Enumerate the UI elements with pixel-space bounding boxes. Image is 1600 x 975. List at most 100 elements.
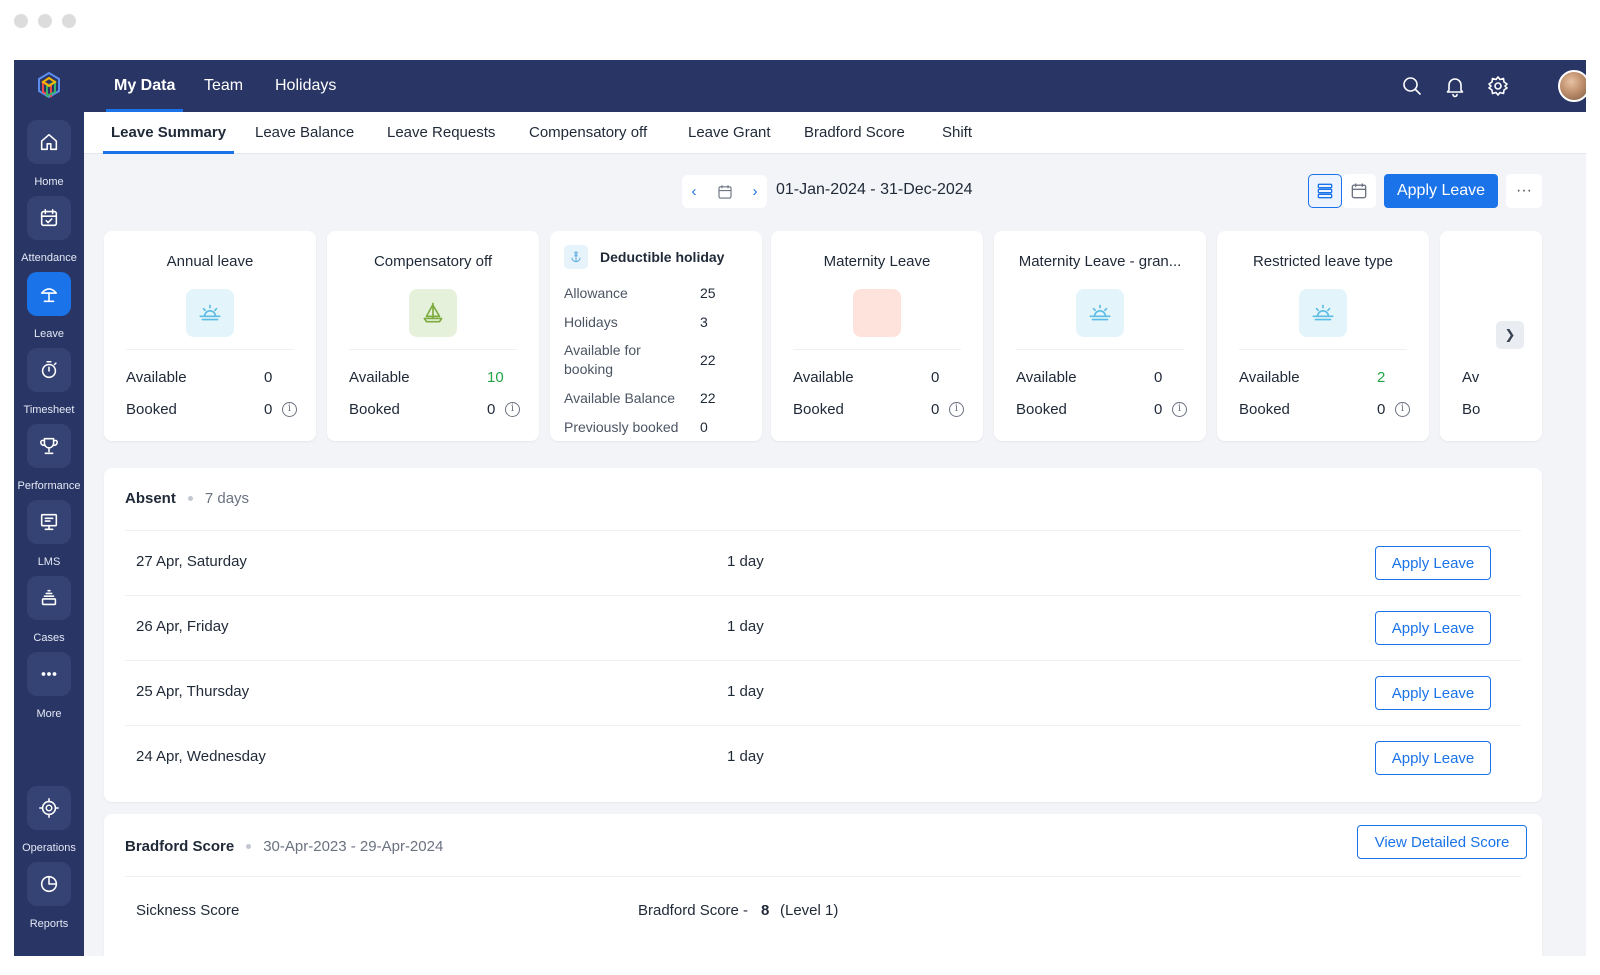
bradford-score-level: (Level 1) xyxy=(780,902,839,919)
sun-horizon-icon xyxy=(199,304,221,321)
bell-icon xyxy=(1446,78,1464,98)
view-detailed-score-button[interactable]: View Detailed Score xyxy=(1357,825,1527,859)
sickness-score-label: Sickness Score xyxy=(136,902,240,919)
leave-card-annual[interactable]: Annual leave Available 0 Booked 0 i xyxy=(104,231,316,441)
anchor-icon xyxy=(571,251,581,263)
available-for-booking-value: 22 xyxy=(700,352,716,368)
absent-date: 27 Apr, Saturday xyxy=(136,553,247,570)
card-icon-tile xyxy=(409,289,457,337)
window-minimize-button[interactable] xyxy=(38,14,52,28)
info-icon[interactable]: i xyxy=(282,402,297,417)
available-label: Available xyxy=(1016,369,1077,386)
row-apply-leave-button[interactable]: Apply Leave xyxy=(1375,676,1491,710)
calendar-icon[interactable] xyxy=(716,183,734,201)
booked-label: Booked xyxy=(126,401,177,418)
list-view-icon xyxy=(1317,183,1333,199)
sidebar-item-label: More xyxy=(36,708,62,720)
user-avatar[interactable] xyxy=(1558,70,1586,102)
tab-holidays[interactable]: Holidays xyxy=(275,77,337,94)
bradford-score-value: 8 xyxy=(761,902,770,919)
sidebar-item-operations[interactable]: Operations xyxy=(14,786,84,864)
available-value: 10 xyxy=(487,369,504,386)
info-icon[interactable]: i xyxy=(1395,402,1410,417)
row-apply-leave-button[interactable]: Apply Leave xyxy=(1375,611,1491,645)
info-icon[interactable]: i xyxy=(505,402,520,417)
leave-card-maternity[interactable]: Maternity Leave Available 0 Booked 0 i xyxy=(771,231,983,441)
sidebar-item-label: Attendance xyxy=(21,252,77,264)
sidebar-item-label: Reports xyxy=(29,918,69,930)
calendar-view-button[interactable] xyxy=(1342,174,1376,208)
notifications-button[interactable] xyxy=(1443,74,1467,98)
sidebar-item-home[interactable]: Home xyxy=(14,120,84,198)
sidebar-item-reports[interactable]: Reports xyxy=(14,862,84,940)
tab-bradford-score[interactable]: Bradford Score xyxy=(804,124,905,141)
tab-leave-requests[interactable]: Leave Requests xyxy=(387,124,496,141)
list-view-button[interactable] xyxy=(1308,174,1342,208)
info-icon[interactable]: i xyxy=(1172,402,1187,417)
leave-card-partial[interactable]: Av Bo xyxy=(1440,231,1542,441)
booked-value: 0 xyxy=(264,401,273,418)
holidays-value: 3 xyxy=(700,314,708,330)
booked-label: Booked xyxy=(793,401,844,418)
available-label: Available xyxy=(793,369,854,386)
leave-card-maternity-grant[interactable]: Maternity Leave - gran... Available 0 Bo… xyxy=(994,231,1206,441)
settings-button[interactable] xyxy=(1486,74,1510,98)
more-options-button[interactable]: ··· xyxy=(1506,174,1542,208)
sub-navigation: Leave Summary Leave Balance Leave Reques… xyxy=(84,112,1586,154)
table-row: 27 Apr, Saturday 1 day Apply Leave xyxy=(125,530,1521,594)
tab-shift[interactable]: Shift xyxy=(942,124,973,141)
sidebar-item-cases[interactable]: Cases xyxy=(14,576,84,654)
window-maximize-button[interactable] xyxy=(62,14,76,28)
card-icon-tile xyxy=(564,245,588,269)
search-button[interactable] xyxy=(1400,74,1424,98)
sidebar-item-more[interactable]: More xyxy=(14,652,84,730)
tab-compensatory-off[interactable]: Compensatory off xyxy=(529,124,648,141)
cases-stack-icon xyxy=(41,589,57,606)
available-value: 0 xyxy=(931,369,940,386)
tab-leave-balance[interactable]: Leave Balance xyxy=(255,124,355,141)
allowance-label: Allowance xyxy=(564,285,628,301)
absent-duration: 1 day xyxy=(727,748,764,765)
leave-card-restricted[interactable]: Restricted leave type Available 2 Booked… xyxy=(1217,231,1429,441)
apply-leave-button[interactable]: Apply Leave xyxy=(1384,174,1498,208)
app-logo-icon[interactable] xyxy=(31,70,67,106)
absent-date: 24 Apr, Wednesday xyxy=(136,748,266,765)
tab-my-data[interactable]: My Data xyxy=(105,60,184,112)
tab-team[interactable]: Team xyxy=(204,77,244,94)
previously-booked-label: Previously booked xyxy=(564,419,679,435)
available-value: 0 xyxy=(264,369,273,386)
chevron-right-icon: ❯ xyxy=(1504,327,1516,342)
card-title: Maternity Leave xyxy=(823,253,931,270)
available-value: 0 xyxy=(1154,369,1163,386)
previous-period-button[interactable]: ‹ xyxy=(691,183,697,200)
tab-leave-summary[interactable]: Leave Summary xyxy=(102,112,235,154)
sidebar-item-timesheet[interactable]: Timesheet xyxy=(14,348,84,426)
row-apply-leave-button[interactable]: Apply Leave xyxy=(1375,741,1491,775)
leave-card-deductible-holiday[interactable]: Deductible holiday Allowance 25 Holidays… xyxy=(550,231,762,441)
next-period-button[interactable]: › xyxy=(752,183,758,200)
bradford-period: 30-Apr-2023 - 29-Apr-2024 xyxy=(263,838,444,855)
booked-label: Booked xyxy=(349,401,400,418)
app-window: Home Attendance Leave Timesheet Performa… xyxy=(14,60,1586,956)
available-label: Available xyxy=(349,369,410,386)
available-for-booking-label-line2: booking xyxy=(564,361,614,377)
tab-leave-grant[interactable]: Leave Grant xyxy=(688,124,771,141)
cards-next-button[interactable]: ❯ xyxy=(1496,321,1524,349)
allowance-value: 25 xyxy=(700,285,716,301)
holidays-label: Holidays xyxy=(564,314,618,330)
card-title: Deductible holiday xyxy=(600,249,725,265)
sidebar-item-attendance[interactable]: Attendance xyxy=(14,196,84,274)
sidebar-item-label: LMS xyxy=(37,556,61,568)
info-icon[interactable]: i xyxy=(949,402,964,417)
sidebar-item-lms[interactable]: LMS xyxy=(14,500,84,578)
table-row: 26 Apr, Friday 1 day Apply Leave xyxy=(125,595,1521,659)
sidebar-item-leave[interactable]: Leave xyxy=(14,272,84,350)
bradford-title: Bradford Score xyxy=(125,838,235,855)
leave-card-compensatory-off[interactable]: Compensatory off Available 10 Booked 0 i xyxy=(327,231,539,441)
window-close-button[interactable] xyxy=(14,14,28,28)
card-title: Maternity Leave - gran... xyxy=(1018,253,1182,270)
booked-value: 0 xyxy=(1154,401,1163,418)
row-apply-leave-button[interactable]: Apply Leave xyxy=(1375,546,1491,580)
sidebar-item-performance[interactable]: Performance xyxy=(14,424,84,502)
sailboat-icon xyxy=(423,302,443,323)
